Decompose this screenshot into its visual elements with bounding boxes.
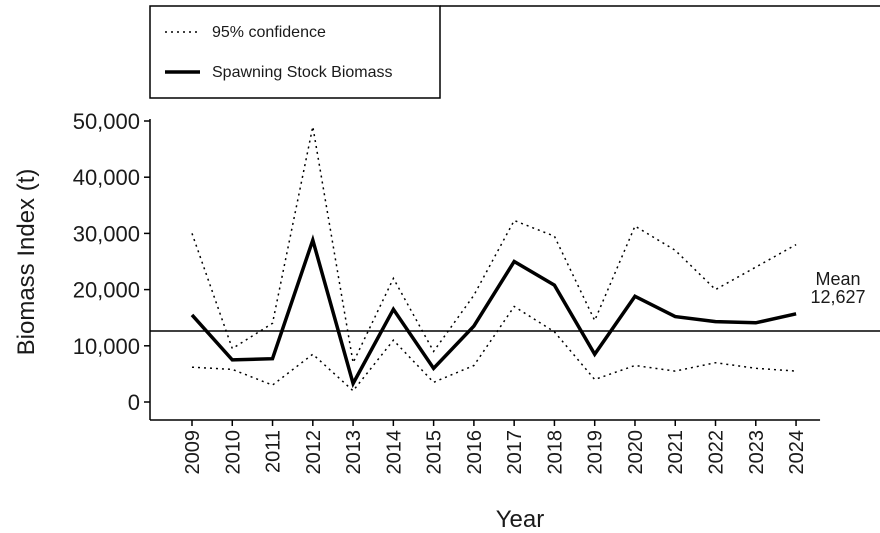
x-tick-label: 2009: [182, 430, 204, 475]
x-tick-label: 2017: [504, 430, 526, 475]
legend-box: [149, 5, 441, 99]
x-tick-label: 2013: [343, 430, 365, 475]
x-tick-label: 2023: [746, 430, 768, 475]
confidence-upper: [191, 126, 797, 366]
y-tick-label: 30,000: [73, 221, 140, 246]
mean-value-label: 12,627: [810, 287, 865, 307]
y-axis-title: Biomass Index (t): [13, 169, 40, 356]
confidence-lower: [191, 305, 797, 392]
x-tick-label: 2014: [383, 430, 405, 475]
y-tick-label: 20,000: [73, 278, 140, 303]
series-line: [190, 234, 797, 389]
x-axis-title: Year: [496, 506, 545, 533]
x-tick-label: 2011: [263, 430, 285, 473]
x-tick-label: 2019: [585, 430, 607, 475]
x-tick-label: 2018: [544, 430, 566, 475]
x-tick-label: 2015: [424, 430, 446, 475]
x-tick-label: 2024: [786, 430, 808, 475]
y-tick-label: 40,000: [73, 165, 140, 190]
x-tick-label: 2010: [222, 430, 244, 475]
x-tick-label: 2016: [464, 430, 486, 475]
legend-label: Spawning Stock Biomass: [212, 64, 393, 81]
mean-annotation: Mean: [815, 269, 860, 289]
x-tick-label: 2012: [303, 430, 325, 475]
x-tick-label: 2021: [665, 430, 687, 475]
y-tick-label: 10,000: [73, 334, 140, 359]
y-tick-label: 50,000: [73, 109, 140, 134]
y-tick-label: 0: [128, 390, 140, 415]
legend-label: 95% confidence: [212, 24, 326, 41]
x-tick-label: 2022: [706, 430, 728, 475]
x-tick-label: 2020: [625, 430, 647, 475]
